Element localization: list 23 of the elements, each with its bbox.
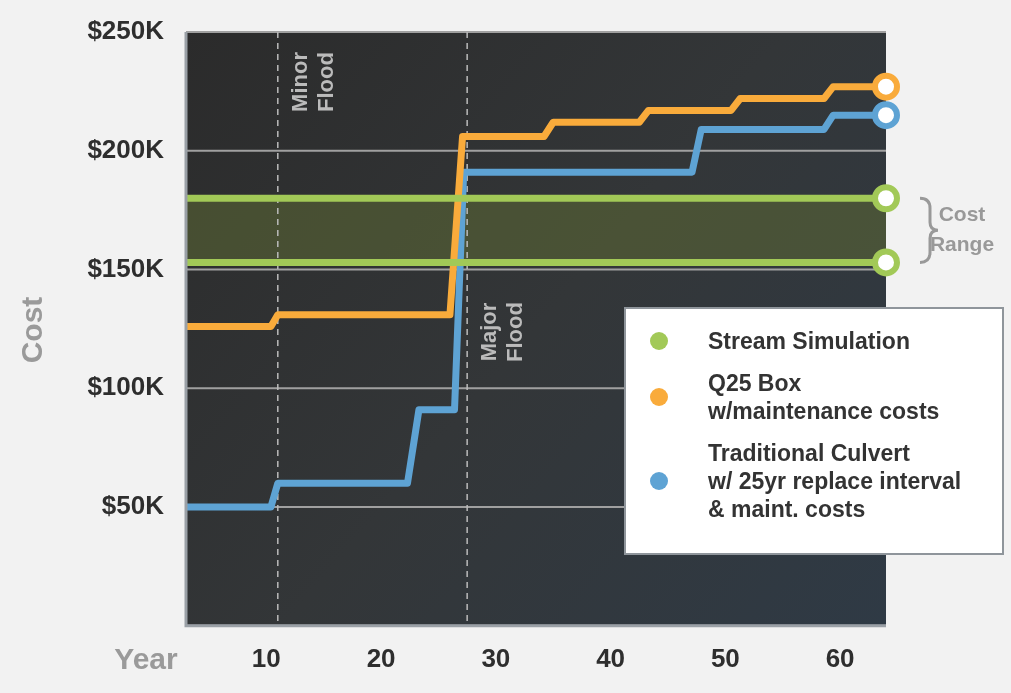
ref-line-label: Major Flood <box>476 302 528 362</box>
x-tick-label: 10 <box>251 642 281 673</box>
x-tick-label: 30 <box>481 642 511 673</box>
legend-label: Traditional Culvert w/ 25yr replace interval & maint. costs <box>708 439 962 523</box>
band-label: Cost Range <box>929 202 995 256</box>
point <box>872 184 900 213</box>
x-tick-label: 20 <box>366 642 396 673</box>
y-tick-label: $200K <box>87 133 165 164</box>
point <box>872 72 900 101</box>
x-tick-label: 50 <box>710 642 740 673</box>
point <box>872 248 900 277</box>
legend-label: Stream Simulation <box>708 327 910 355</box>
ref-line-label: Minor Flood <box>286 51 338 112</box>
x-tick-label: 60 <box>825 642 855 673</box>
legend-label: Q25 Box w/maintenance costs <box>708 369 940 425</box>
point <box>872 101 900 130</box>
x-tick-label: 40 <box>596 642 626 673</box>
y-axis-title: Cost <box>15 296 49 364</box>
y-tick-label: $250K <box>87 15 165 46</box>
x-axis-title: Year <box>114 642 179 676</box>
y-tick-label: $100K <box>87 371 165 402</box>
y-tick-label: $150K <box>87 252 165 283</box>
y-tick-label: $50K <box>101 490 165 521</box>
